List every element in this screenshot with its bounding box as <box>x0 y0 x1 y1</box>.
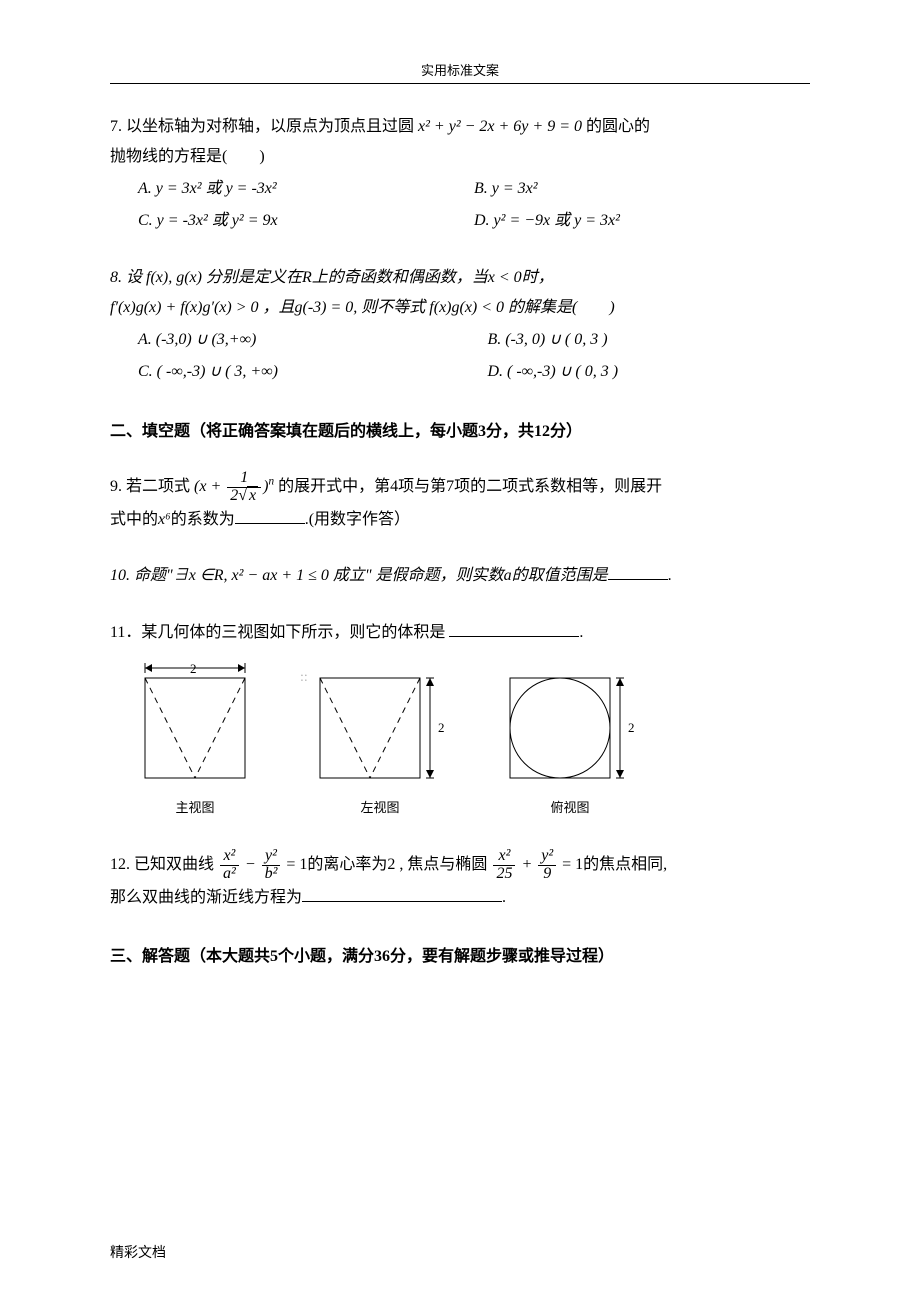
q12-plus: + <box>517 856 536 873</box>
q7-text-b: 的圆心的 <box>582 118 650 135</box>
page-footer: 精彩文档 <box>110 1242 166 1262</box>
q12-l2a: 那么双曲线的渐近线方程为 <box>110 889 302 906</box>
q9-l2b: 的系数为 <box>171 511 235 528</box>
q9-pre: 9. 若二项式 <box>110 478 194 495</box>
q8-options-row1: A. (-3,0) ∪ (3,+∞) B. (-3, 0) ∪ ( 0, 3 ) <box>110 324 810 356</box>
q10-text: 10. 命题"∃x ∈R, x² − ax + 1 ≤ 0 成立" 是假命题，则… <box>110 567 608 584</box>
side-label: 左视图 <box>310 796 450 821</box>
q9-x6: x⁶ <box>158 511 171 528</box>
q8-option-c: C. ( -∞,-3) ∪ ( 3, +∞) <box>138 356 487 388</box>
q10-dot: . <box>668 567 672 584</box>
q12-frac2: y²b² <box>262 848 281 883</box>
question-11: 11．某几何体的三视图如下所示，则它的体积是 . 2 主视图 <box>110 618 810 820</box>
q12-l2b: . <box>502 889 506 906</box>
dim-2-side: 2 <box>438 720 445 735</box>
q7-text-a: 7. 以坐标轴为对称轴，以原点为顶点且过圆 <box>110 118 418 135</box>
side-view-svg: 2 <box>310 660 450 780</box>
q12-frac3: x²25 <box>493 848 515 883</box>
q11-diagrams: 2 主视图 2 <box>110 660 810 820</box>
q12-line2: 那么双曲线的渐近线方程为. <box>110 883 810 913</box>
q8-line2: f′(x)g(x) + f(x)g′(x) > 0 ，且g(-3) = 0, 则… <box>110 293 810 323</box>
q12-f1n: x² <box>220 848 239 865</box>
section-3-heading: 三、解答题（本大题共5个小题，满分36分，要有解题步骤或推导过程） <box>110 943 810 972</box>
q12-f2d: b² <box>262 865 281 883</box>
q8-options-row2: C. ( -∞,-3) ∪ ( 3, +∞) D. ( -∞,-3) ∪ ( 0… <box>110 356 810 388</box>
q12-f3d: 25 <box>493 865 515 883</box>
dim-2-top2: 2 <box>628 720 635 735</box>
q9-open: (x + <box>194 478 225 495</box>
q11-stem: 11．某几何体的三视图如下所示，则它的体积是 . <box>110 618 810 648</box>
q12-f3n: x² <box>493 848 515 865</box>
q9-blank <box>235 508 305 524</box>
question-8: 8. 设 f(x), g(x) 分别是定义在R上的奇函数和偶函数，当x < 0时… <box>110 263 810 388</box>
q9-den-2: 2 <box>230 487 238 504</box>
q12-blank <box>302 886 502 902</box>
question-12: 12. 已知双曲线 x²a² − y²b² = 1的离心率为2 , 焦点与椭圆 … <box>110 848 810 913</box>
q9-line1: 9. 若二项式 (x + 12√x)n 的展开式中，第4项与第7项的二项式系数相… <box>110 470 810 505</box>
q7-options-row2: C. y = -3x² 或 y² = 9x D. y² = −9x 或 y = … <box>110 205 810 237</box>
q11-a: 11．某几何体的三视图如下所示，则它的体积是 <box>110 624 449 641</box>
q12-f1d: a² <box>220 865 239 883</box>
front-label: 主视图 <box>130 796 260 821</box>
question-7-stem: 7. 以坐标轴为对称轴，以原点为顶点且过圆 x² + y² − 2x + 6y … <box>110 112 810 142</box>
q12-c: = 1的焦点相同, <box>558 856 667 873</box>
q9-frac-num: 1 <box>227 470 261 487</box>
q9-den-x: x <box>247 486 258 504</box>
q12-line1: 12. 已知双曲线 x²a² − y²b² = 1的离心率为2 , 焦点与椭圆 … <box>110 848 810 883</box>
q12-f4n: y² <box>538 848 556 865</box>
dim-2-top: 2 <box>190 661 197 676</box>
question-7-line2: 抛物线的方程是( ) <box>110 142 810 172</box>
q9-post: 的展开式中，第4项与第7项的二项式系数相等，则展开 <box>274 478 662 495</box>
page: 实用标准文案 7. 以坐标轴为对称轴，以原点为顶点且过圆 x² + y² − 2… <box>0 0 920 1302</box>
top-label: 俯视图 <box>500 796 640 821</box>
q12-frac1: x²a² <box>220 848 239 883</box>
q9-fraction: 12√x <box>227 470 261 505</box>
q7-option-d: D. y² = −9x 或 y = 3x² <box>474 205 810 237</box>
q11-b: . <box>579 624 583 641</box>
question-7: 7. 以坐标轴为对称轴，以原点为顶点且过圆 x² + y² − 2x + 6y … <box>110 112 810 237</box>
question-9: 9. 若二项式 (x + 12√x)n 的展开式中，第4项与第7项的二项式系数相… <box>110 470 810 535</box>
diagram-front: 2 主视图 <box>130 660 260 820</box>
q12-minus: − <box>241 856 260 873</box>
q8-option-a: A. (-3,0) ∪ (3,+∞) <box>138 324 487 356</box>
q7-option-c: C. y = -3x² 或 y² = 9x <box>138 205 474 237</box>
q12-f2n: y² <box>262 848 281 865</box>
diagram-side: 2 左视图 <box>310 660 450 820</box>
diagram-top: 2 俯视图 <box>500 660 640 820</box>
q8-line1: 8. 设 f(x), g(x) 分别是定义在R上的奇函数和偶函数，当x < 0时… <box>110 263 810 293</box>
q7-options-row1: A. y = 3x² 或 y = -3x² B. y = 3x² <box>110 173 810 205</box>
q12-f4d: 9 <box>538 865 556 883</box>
q8-option-d: D. ( -∞,-3) ∪ ( 0, 3 ) <box>487 356 810 388</box>
q12-frac4: y²9 <box>538 848 556 883</box>
q9-line2: 式中的x⁶的系数为 .(用数字作答） <box>110 505 810 535</box>
q7-option-a: A. y = 3x² 或 y = -3x² <box>138 173 474 205</box>
q9-l2a: 式中的 <box>110 511 158 528</box>
front-view-svg: 2 <box>130 660 260 780</box>
q10-blank <box>608 564 668 580</box>
q9-expr: (x + 12√x)n <box>194 478 274 495</box>
section-2-heading: 二、填空题（将正确答案填在题后的横线上，每小题3分，共12分） <box>110 418 810 447</box>
q8-option-b: B. (-3, 0) ∪ ( 0, 3 ) <box>487 324 810 356</box>
q12-b: = 1的离心率为2 , 焦点与椭圆 <box>282 856 491 873</box>
q9-l2c: .(用数字作答） <box>305 511 410 528</box>
page-header: 实用标准文案 <box>110 60 810 84</box>
q12-a: 12. 已知双曲线 <box>110 856 218 873</box>
q11-blank <box>449 621 579 637</box>
q7-equation: x² + y² − 2x + 6y + 9 = 0 <box>418 118 582 135</box>
q7-option-b: B. y = 3x² <box>474 173 810 205</box>
top-view-svg: 2 <box>500 660 640 780</box>
question-10: 10. 命题"∃x ∈R, x² − ax + 1 ≤ 0 成立" 是假命题，则… <box>110 561 810 591</box>
q9-frac-den: 2√x <box>227 487 261 505</box>
